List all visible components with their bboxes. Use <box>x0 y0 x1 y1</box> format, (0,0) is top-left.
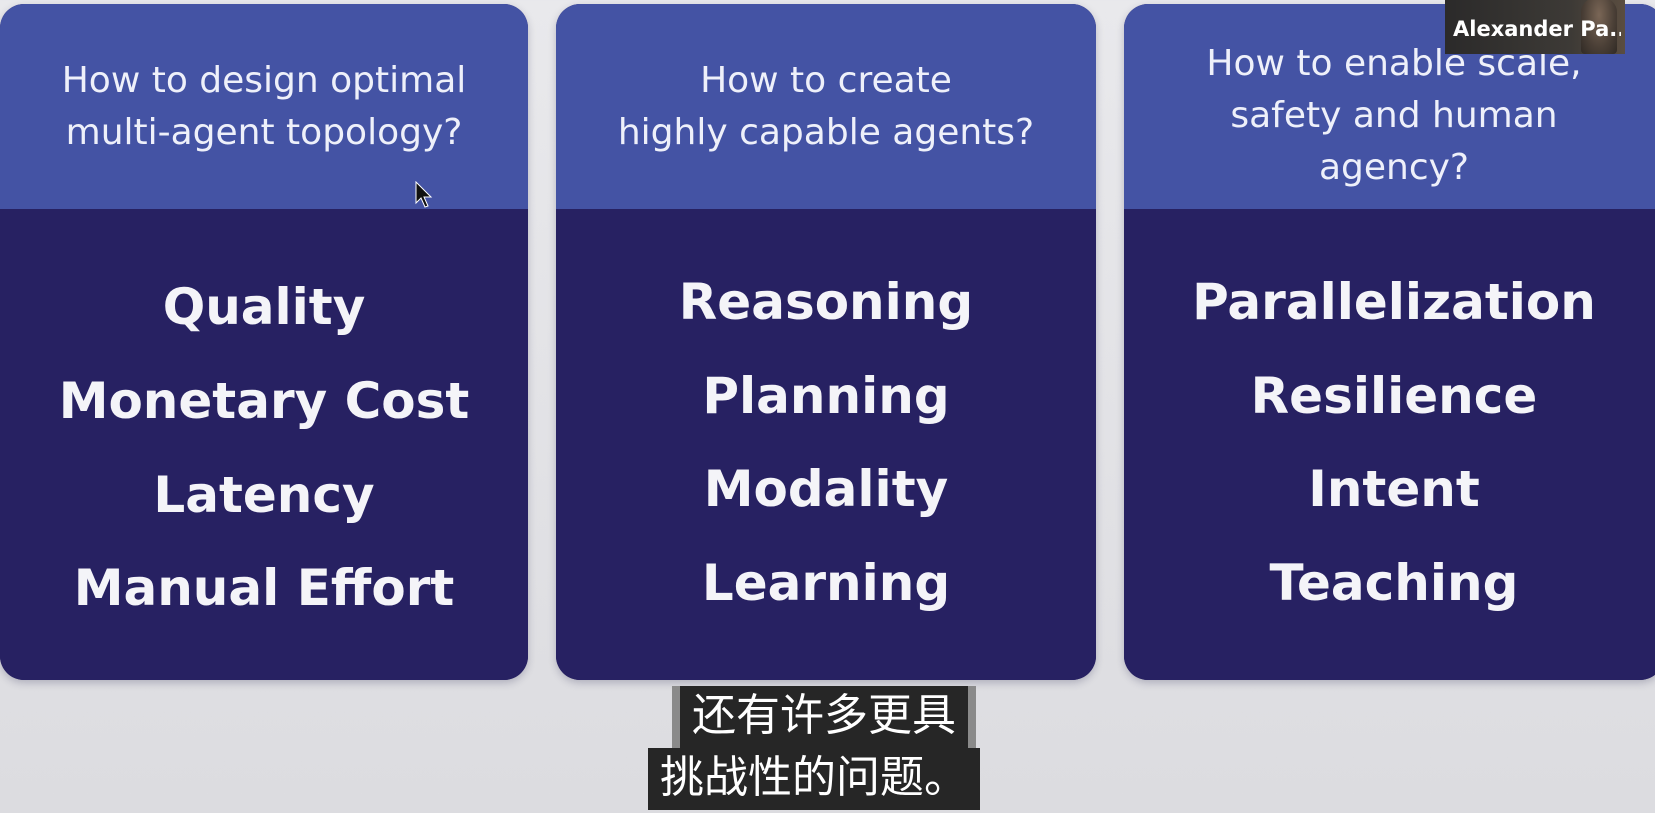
list-item: Manual Effort <box>73 559 455 617</box>
capable-agents-card: How to create highly capable agents? Rea… <box>556 4 1096 680</box>
mouse-cursor-icon <box>415 181 433 208</box>
card-body: Quality Monetary Cost Latency Manual Eff… <box>0 209 528 680</box>
list-item: Learning <box>701 554 951 612</box>
list-item: Quality <box>162 278 366 336</box>
card-question: How to design optimal multi-agent topolo… <box>61 59 467 153</box>
card-body: Reasoning Planning Modality Learning <box>556 209 1096 680</box>
list-item: Planning <box>702 367 950 425</box>
card-body: Parallelization Resilience Intent Teachi… <box>1124 209 1655 680</box>
list-item: Intent <box>1308 460 1480 518</box>
participant-video-tile[interactable]: Alexander Pa... <box>1445 0 1625 54</box>
card-question: How to enable scale, safety and human ag… <box>1206 43 1582 188</box>
list-item: Teaching <box>1269 554 1519 612</box>
participant-avatar <box>1581 0 1617 54</box>
list-item: Latency <box>153 466 375 524</box>
list-item: Modality <box>703 460 949 518</box>
list-item: Reasoning <box>678 273 974 331</box>
topology-card: How to design optimal multi-agent topolo… <box>0 4 528 680</box>
list-item: Parallelization <box>1192 273 1596 331</box>
card-header: How to create highly capable agents? <box>556 4 1096 209</box>
list-item: Resilience <box>1250 367 1538 425</box>
card-question: How to create highly capable agents? <box>617 59 1035 153</box>
scale-safety-card: How to enable scale, safety and human ag… <box>1124 4 1655 680</box>
card-header: How to design optimal multi-agent topolo… <box>0 4 528 209</box>
list-item: Monetary Cost <box>58 372 470 430</box>
participant-name: Alexander Pa... <box>1453 17 1621 41</box>
subtitle-line-1: 还有许多更具 <box>672 686 976 748</box>
subtitle-line-2: 挑战性的问题。 <box>648 748 980 810</box>
